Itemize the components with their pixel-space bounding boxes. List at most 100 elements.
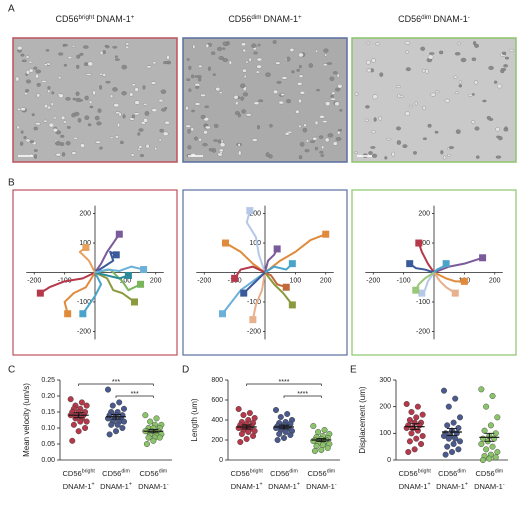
cell — [286, 56, 291, 62]
cell — [47, 86, 51, 90]
data-point — [69, 437, 76, 444]
cell — [47, 89, 51, 93]
cell — [242, 92, 249, 97]
superscript: bright — [79, 14, 95, 21]
cell — [47, 105, 51, 110]
track — [264, 271, 287, 289]
cell — [330, 94, 334, 98]
cell — [493, 80, 498, 84]
track-end — [288, 301, 296, 309]
cell — [85, 73, 92, 76]
cell — [204, 105, 209, 108]
data-point — [119, 425, 126, 432]
text-part: DNAM-1 — [96, 14, 131, 24]
cell — [97, 108, 102, 113]
data-point — [70, 421, 77, 428]
cell — [298, 74, 304, 78]
cell — [488, 65, 494, 70]
y-tick-label: -100 — [77, 299, 91, 306]
data-point — [120, 418, 127, 425]
cell — [202, 143, 208, 147]
track — [433, 271, 456, 294]
cell — [52, 128, 58, 133]
track-end — [288, 260, 296, 268]
label: DNAM-1- — [138, 482, 169, 491]
cell — [60, 115, 66, 120]
significance-bracket — [115, 395, 154, 398]
cell — [255, 70, 260, 74]
text-part: DNAM-1 — [63, 482, 92, 491]
data-point — [251, 428, 258, 435]
y-tick-label: 0.15 — [41, 409, 55, 416]
cell — [102, 50, 106, 55]
data-point — [478, 386, 485, 393]
data-point — [75, 428, 82, 435]
cell — [448, 146, 454, 149]
data-point — [72, 415, 79, 422]
cell — [139, 154, 145, 157]
text-part: CD56 — [56, 14, 79, 24]
data-point — [273, 407, 280, 414]
text-part: DNAM-1 — [436, 482, 465, 491]
y-axis-label: Length (um) — [190, 398, 199, 441]
cell — [35, 69, 42, 74]
cell — [298, 124, 302, 128]
data-point — [441, 387, 448, 394]
cell — [198, 64, 203, 68]
cell — [337, 128, 343, 132]
cell — [316, 88, 320, 92]
cell — [75, 97, 82, 102]
y-tick-label: 100 — [379, 430, 391, 437]
cell — [99, 146, 103, 150]
cell — [482, 99, 487, 103]
cell — [26, 79, 32, 84]
cell — [125, 42, 130, 46]
cell — [115, 135, 119, 139]
cell — [48, 122, 54, 128]
data-point — [405, 449, 412, 456]
cell — [62, 120, 67, 124]
label: CD56dim — [476, 469, 504, 478]
data-point — [243, 436, 250, 443]
cell — [280, 93, 285, 96]
y-tick-label: 300 — [379, 377, 391, 384]
data-point — [83, 402, 90, 409]
text-part: DNAM-1 — [231, 482, 260, 491]
cell — [186, 78, 191, 82]
cell — [63, 63, 68, 67]
cell — [24, 92, 28, 96]
track-end — [451, 289, 459, 297]
cell — [447, 153, 451, 157]
cell — [61, 152, 66, 157]
y-tick-label: -200 — [416, 328, 430, 335]
cell — [299, 91, 305, 95]
data-point — [284, 411, 291, 418]
track-end — [115, 230, 123, 238]
cell — [89, 100, 93, 105]
cell — [186, 58, 190, 61]
cell — [240, 83, 246, 89]
cell — [240, 96, 245, 101]
cell — [329, 76, 335, 81]
cell — [422, 105, 426, 110]
superscript: dim — [251, 14, 261, 21]
cell — [150, 81, 156, 85]
cell — [44, 104, 48, 109]
cell — [217, 139, 222, 144]
cell — [134, 100, 140, 105]
cell — [50, 102, 54, 107]
cell — [396, 126, 401, 131]
cell — [414, 101, 418, 106]
cell — [138, 128, 144, 132]
cell — [84, 115, 90, 120]
text-part: DNAM-1 — [263, 14, 298, 24]
cell — [58, 76, 62, 80]
cell — [375, 42, 380, 46]
cell — [203, 130, 208, 135]
track — [264, 271, 294, 306]
cell — [33, 126, 38, 131]
y-tick-label: -100 — [416, 299, 430, 306]
cell — [105, 45, 110, 49]
cell — [213, 123, 219, 128]
cell — [397, 93, 401, 99]
